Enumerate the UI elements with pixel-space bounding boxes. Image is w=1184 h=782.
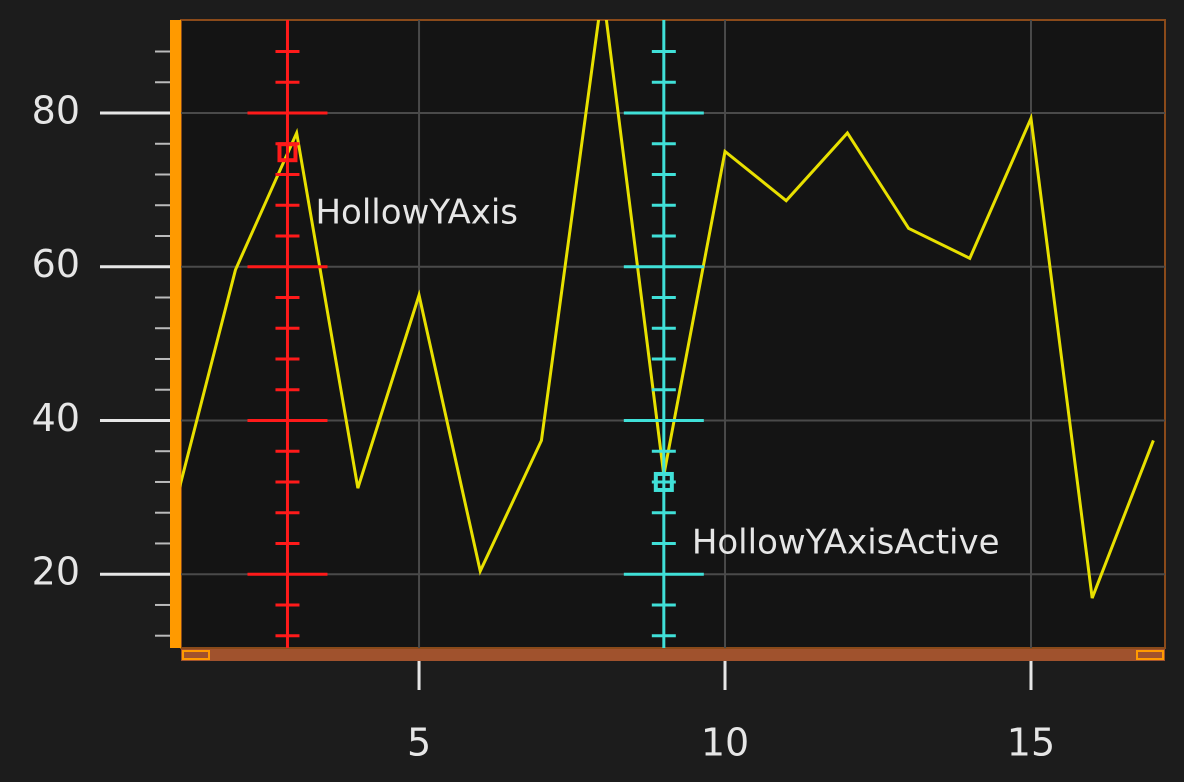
y-tick-label: 40 [32, 396, 80, 440]
x-tick-label: 15 [1007, 721, 1055, 765]
x-axis-handle[interactable] [182, 650, 210, 660]
x-axis-handle[interactable] [1136, 650, 1164, 660]
cursor-marker [653, 471, 674, 492]
y-tick-label: 20 [32, 550, 80, 594]
cursor-marker [277, 142, 298, 163]
x-tick-label: 5 [407, 721, 431, 765]
y-tick-label: 60 [32, 242, 80, 286]
y-axis-bar[interactable] [170, 20, 181, 648]
x-tick-label: 10 [701, 721, 749, 765]
cursor-label: HollowYAxis [315, 193, 518, 233]
x-axis-bar[interactable] [181, 649, 1165, 661]
y-tick-label: 80 [32, 89, 80, 133]
cursor-label: HollowYAxisActive [692, 522, 1000, 562]
